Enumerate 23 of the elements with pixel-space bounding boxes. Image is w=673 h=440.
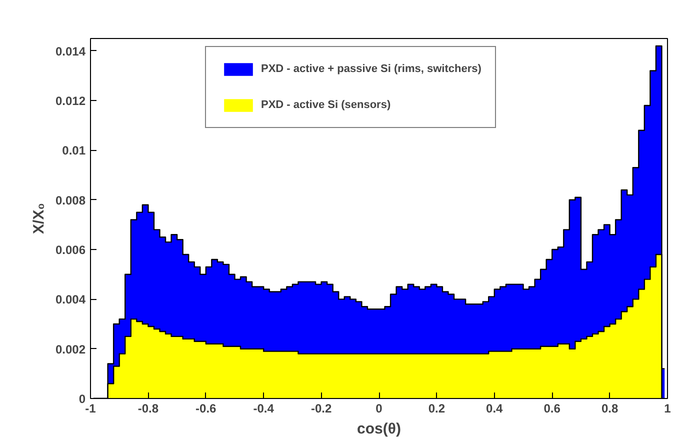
legend-label: PXD - active Si (sensors) xyxy=(261,99,391,111)
y-tick-label: 0.012 xyxy=(55,94,86,108)
y-tick-label: 0.014 xyxy=(55,44,86,58)
x-tick-label: -0.6 xyxy=(196,402,217,416)
x-tick-label: -0.4 xyxy=(253,402,274,416)
x-tick-label: -1 xyxy=(85,402,96,416)
x-tick-label: 1 xyxy=(664,402,672,416)
y-tick-label: 0.008 xyxy=(55,193,86,208)
x-tick-label: 0.8 xyxy=(601,402,618,416)
y-tick-label: 0.006 xyxy=(55,243,86,258)
x-tick-label: 0.2 xyxy=(428,402,446,416)
y-tick-label: 0 xyxy=(78,392,86,406)
y-axis-title: X/X₀ xyxy=(30,203,48,234)
y-tick-label: 0.004 xyxy=(55,292,86,307)
x-tick-label: 0.6 xyxy=(544,402,561,416)
x-tick-label: 0.4 xyxy=(486,402,504,416)
x-tick-label: 0 xyxy=(376,402,383,416)
x-tick-label: -0.8 xyxy=(138,402,159,416)
legend-label: PXD - active + passive Si (rims, switchers) xyxy=(261,63,482,75)
y-tick-label: 0.01 xyxy=(62,144,86,158)
y-tick-label: 0.002 xyxy=(55,342,86,356)
x-axis-title: cos(θ) xyxy=(357,420,401,438)
x-tick-label: -0.2 xyxy=(310,402,332,416)
